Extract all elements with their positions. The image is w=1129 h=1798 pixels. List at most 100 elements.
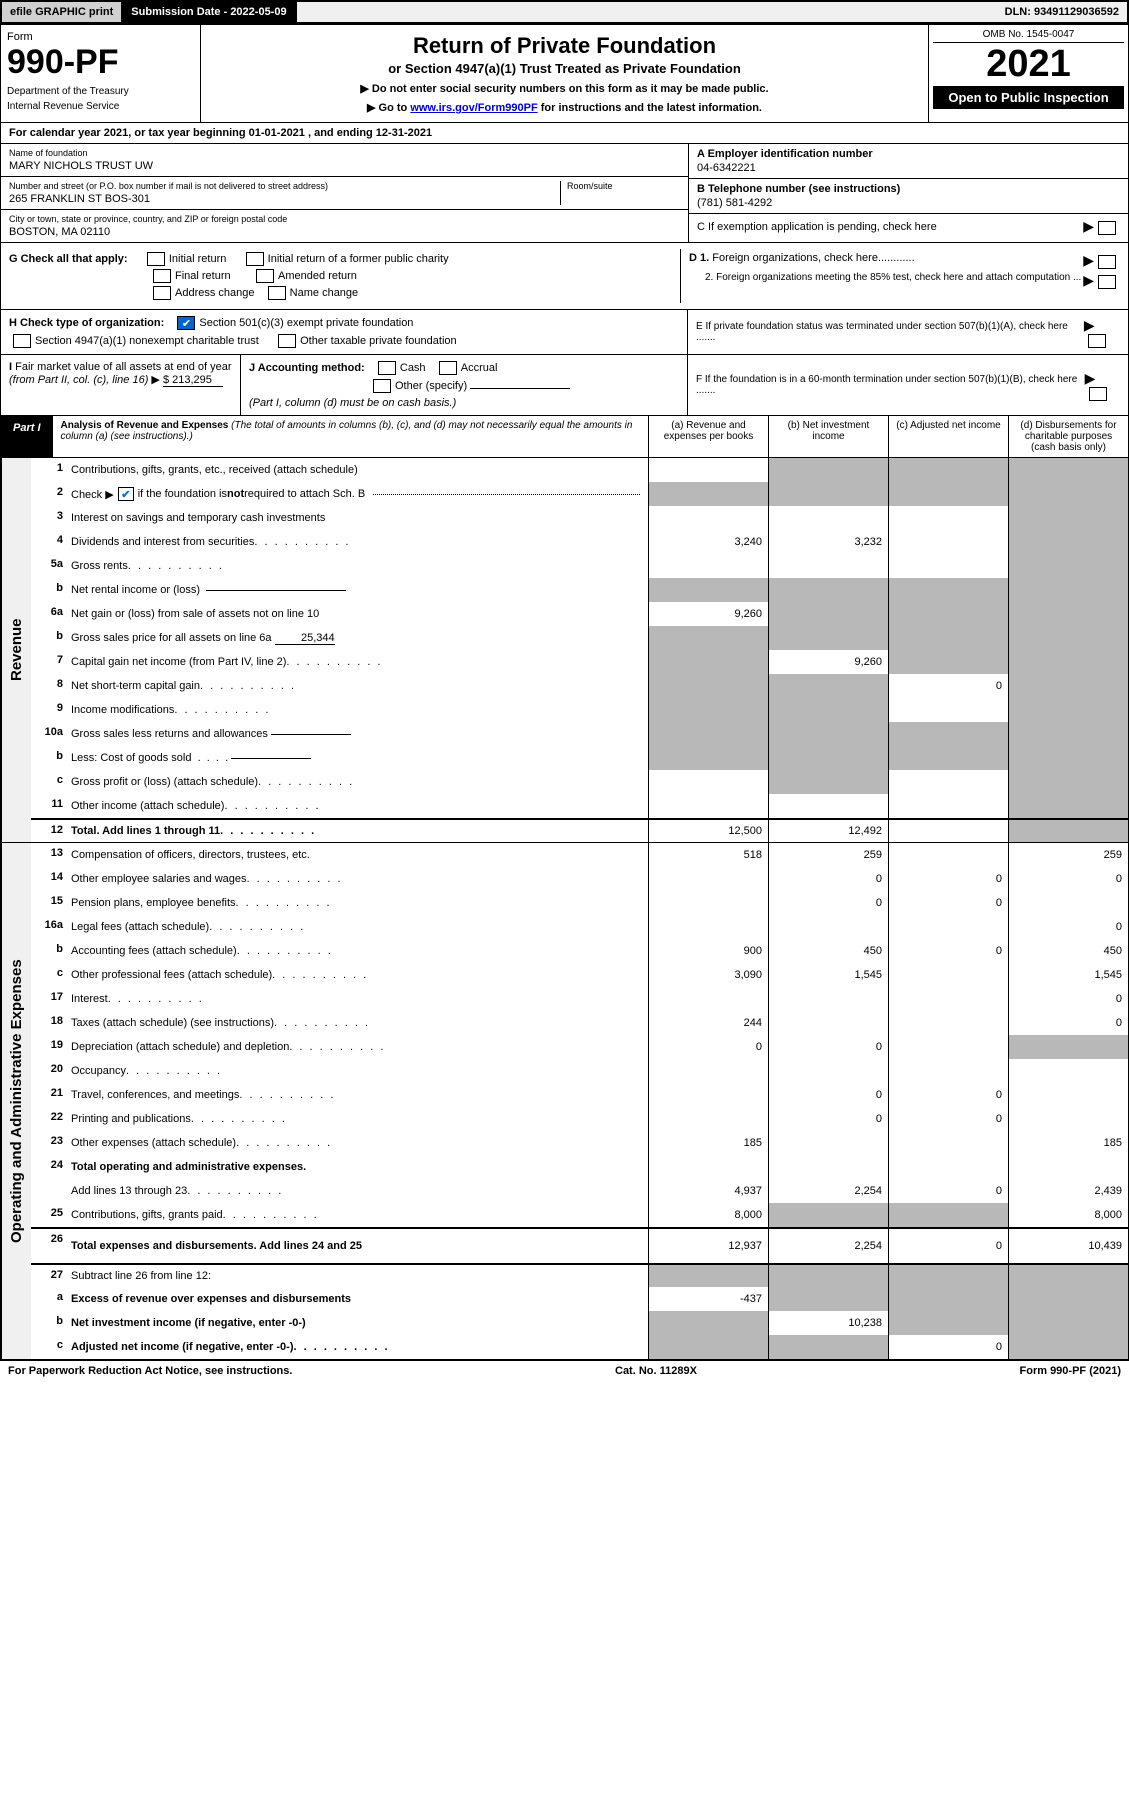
line-27a: Excess of revenue over expenses and disb… [67,1287,648,1311]
h-label: H Check type of organization: [9,317,164,329]
open-public: Open to Public Inspection [933,86,1124,109]
j-accrual-checkbox[interactable] [439,361,457,375]
j-other-checkbox[interactable] [373,379,391,393]
line-24a: Total operating and administrative expen… [67,1155,648,1179]
ein-value: 04-6342221 [697,162,1120,174]
footer-right: Form 990-PF (2021) [1020,1365,1122,1377]
arrow-icon: ▶ [1083,218,1094,234]
line-6a: Net gain or (loss) from sale of assets n… [67,602,648,626]
line-1: Contributions, gifts, grants, etc., rece… [67,458,648,482]
form-number: 990-PF [7,43,194,82]
g-initial-former-checkbox[interactable] [246,252,264,266]
line-11: Other income (attach schedule) [67,794,648,818]
line-7: Capital gain net income (from Part IV, l… [67,650,648,674]
line-14: Other employee salaries and wages [67,867,648,891]
form-word: Form [7,31,194,43]
line-19: Depreciation (attach schedule) and deple… [67,1035,648,1059]
g-label: G Check all that apply: [9,253,128,265]
name-label: Name of foundation [9,148,680,158]
h-4947-checkbox[interactable] [13,334,31,348]
revenue-side-label: Revenue [1,458,31,842]
section-i-j: I Fair market value of all assets at end… [0,355,1129,416]
d1-checkbox[interactable] [1098,255,1116,269]
calendar-year: For calendar year 2021, or tax year begi… [0,123,1129,144]
line-2: Check ▶ if the foundation is not require… [67,482,648,506]
line-21: Travel, conferences, and meetings [67,1083,648,1107]
d2-label: 2. Foreign organizations meeting the 85%… [705,272,1081,289]
line-10a: Gross sales less returns and allowances [67,722,648,746]
city-state-zip: BOSTON, MA 02110 [9,226,680,238]
line-27b: Net investment income (if negative, ente… [67,1311,648,1335]
e-checkbox[interactable] [1088,334,1106,348]
expenses-section: Operating and Administrative Expenses 13… [0,843,1129,1360]
arrow-icon: ▶ [1084,317,1095,333]
tel-value: (781) 581-4292 [697,197,1120,209]
foundation-info: Name of foundation MARY NICHOLS TRUST UW… [0,144,1129,243]
footer-left: For Paperwork Reduction Act Notice, see … [8,1365,292,1377]
fmv-value: $ 213,295 [163,374,223,387]
line-23: Other expenses (attach schedule) [67,1131,648,1155]
j-cash-checkbox[interactable] [378,361,396,375]
top-bar: efile GRAPHIC print Submission Date - 20… [0,0,1129,24]
tax-year: 2021 [933,43,1124,86]
h-501c3-checkbox[interactable]: ✔ [177,316,195,330]
g-initial-checkbox[interactable] [147,252,165,266]
c-label: C If exemption application is pending, c… [697,221,937,233]
part-1-label: Part I [1,416,53,457]
foundation-name: MARY NICHOLS TRUST UW [9,160,680,172]
line-13: Compensation of officers, directors, tru… [67,843,648,867]
line-20: Occupancy [67,1059,648,1083]
f-label: F If the foundation is in a 60-month ter… [696,374,1085,396]
line-22: Printing and publications [67,1107,648,1131]
dept: Department of the Treasury [7,86,194,97]
revenue-section: Revenue 1Contributions, gifts, grants, e… [0,458,1129,843]
city-label: City or town, state or province, country… [9,214,680,224]
col-a-header: (a) Revenue and expenses per books [648,416,768,457]
line-8: Net short-term capital gain [67,674,648,698]
f-checkbox[interactable] [1089,387,1107,401]
line-25: Contributions, gifts, grants paid [67,1203,648,1227]
line-5a: Gross rents [67,554,648,578]
c-checkbox[interactable] [1098,221,1116,235]
irs-link[interactable]: www.irs.gov/Form990PF [410,102,537,114]
submission-date: Submission Date - 2022-05-09 [123,2,296,22]
line-2-checkbox[interactable] [118,487,134,501]
street-address: 265 FRANKLIN ST BOS-301 [9,193,560,205]
line-9: Income modifications [67,698,648,722]
j-label: J Accounting method: [249,362,365,374]
g-name-checkbox[interactable] [268,286,286,300]
line-6b: Gross sales price for all assets on line… [67,626,648,650]
line-3: Interest on savings and temporary cash i… [67,506,648,530]
line-17: Interest [67,987,648,1011]
line-18: Taxes (attach schedule) (see instruction… [67,1011,648,1035]
line-10c: Gross profit or (loss) (attach schedule) [67,770,648,794]
arrow-icon: ▶ [1085,370,1096,386]
g-amended-checkbox[interactable] [256,269,274,283]
form-subtitle: or Section 4947(a)(1) Trust Treated as P… [209,61,920,76]
page-footer: For Paperwork Reduction Act Notice, see … [0,1360,1129,1381]
efile-badge[interactable]: efile GRAPHIC print [2,2,123,22]
g-address-checkbox[interactable] [153,286,171,300]
d2-checkbox[interactable] [1098,275,1116,289]
d1-label: Foreign organizations, check here.......… [709,252,914,264]
col-d-header: (d) Disbursements for charitable purpose… [1008,416,1128,457]
room-label: Room/suite [567,181,680,191]
g-final-checkbox[interactable] [153,269,171,283]
line-16b: Accounting fees (attach schedule) [67,939,648,963]
line-5b: Net rental income or (loss) [67,578,648,602]
dln: DLN: 93491129036592 [997,2,1127,22]
form-title: Return of Private Foundation [209,33,920,59]
line-24b: Add lines 13 through 23 [67,1179,648,1203]
ein-label: A Employer identification number [697,148,1120,160]
addr-label: Number and street (or P.O. box number if… [9,181,560,191]
h-other-checkbox[interactable] [278,334,296,348]
col-c-header: (c) Adjusted net income [888,416,1008,457]
tel-label: B Telephone number (see instructions) [697,183,1120,195]
line-12: Total. Add lines 1 through 11 [67,820,648,842]
line-4: Dividends and interest from securities [67,530,648,554]
line-16a: Legal fees (attach schedule) [67,915,648,939]
line-27c: Adjusted net income (if negative, enter … [67,1335,648,1359]
e-label: E If private foundation status was termi… [696,321,1084,343]
arrow-icon: ▶ [1083,272,1094,288]
part-1-header: Part I Analysis of Revenue and Expenses … [0,416,1129,458]
